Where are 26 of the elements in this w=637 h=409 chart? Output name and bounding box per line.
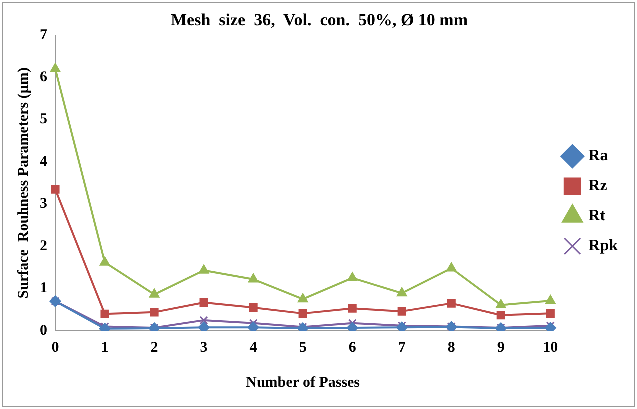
legend-label: Ra bbox=[588, 148, 608, 165]
x-tick-label: 1 bbox=[101, 340, 109, 356]
x-tick-label: 8 bbox=[448, 340, 456, 356]
x-tick-label: 3 bbox=[200, 340, 208, 356]
y-tick-label: 5 bbox=[40, 112, 48, 128]
x-tick-label: 6 bbox=[348, 340, 357, 356]
x-tick-label: 0 bbox=[52, 340, 60, 356]
legend-label: Rt bbox=[588, 208, 606, 225]
x-tick-label: 2 bbox=[150, 340, 158, 356]
x-tick-label: 10 bbox=[543, 340, 558, 356]
y-tick-label: 7 bbox=[40, 27, 48, 44]
legend-label: Rz bbox=[588, 178, 608, 195]
x-axis-title: Number of Passes bbox=[246, 374, 360, 391]
y-tick-label: 0 bbox=[40, 322, 48, 339]
x-tick-label: 4 bbox=[250, 340, 258, 356]
y-tick-label: 1 bbox=[40, 280, 48, 297]
x-tick-label: 7 bbox=[398, 340, 406, 356]
chart-title: Mesh size 36, Vol. con. 50%, Ø 10 mm bbox=[170, 10, 468, 30]
y-tick-label: 3 bbox=[40, 196, 48, 212]
y-tick-label: 4 bbox=[40, 154, 48, 170]
x-tick-label: 9 bbox=[497, 340, 505, 356]
y-tick-label: 2 bbox=[40, 238, 48, 254]
y-tick-label: 6 bbox=[40, 70, 48, 86]
x-tick-label: 5 bbox=[299, 340, 307, 356]
legend-label: Rpk bbox=[588, 238, 618, 255]
y-axis-title: Surface Rouhness Parameters (µm) bbox=[16, 68, 32, 299]
